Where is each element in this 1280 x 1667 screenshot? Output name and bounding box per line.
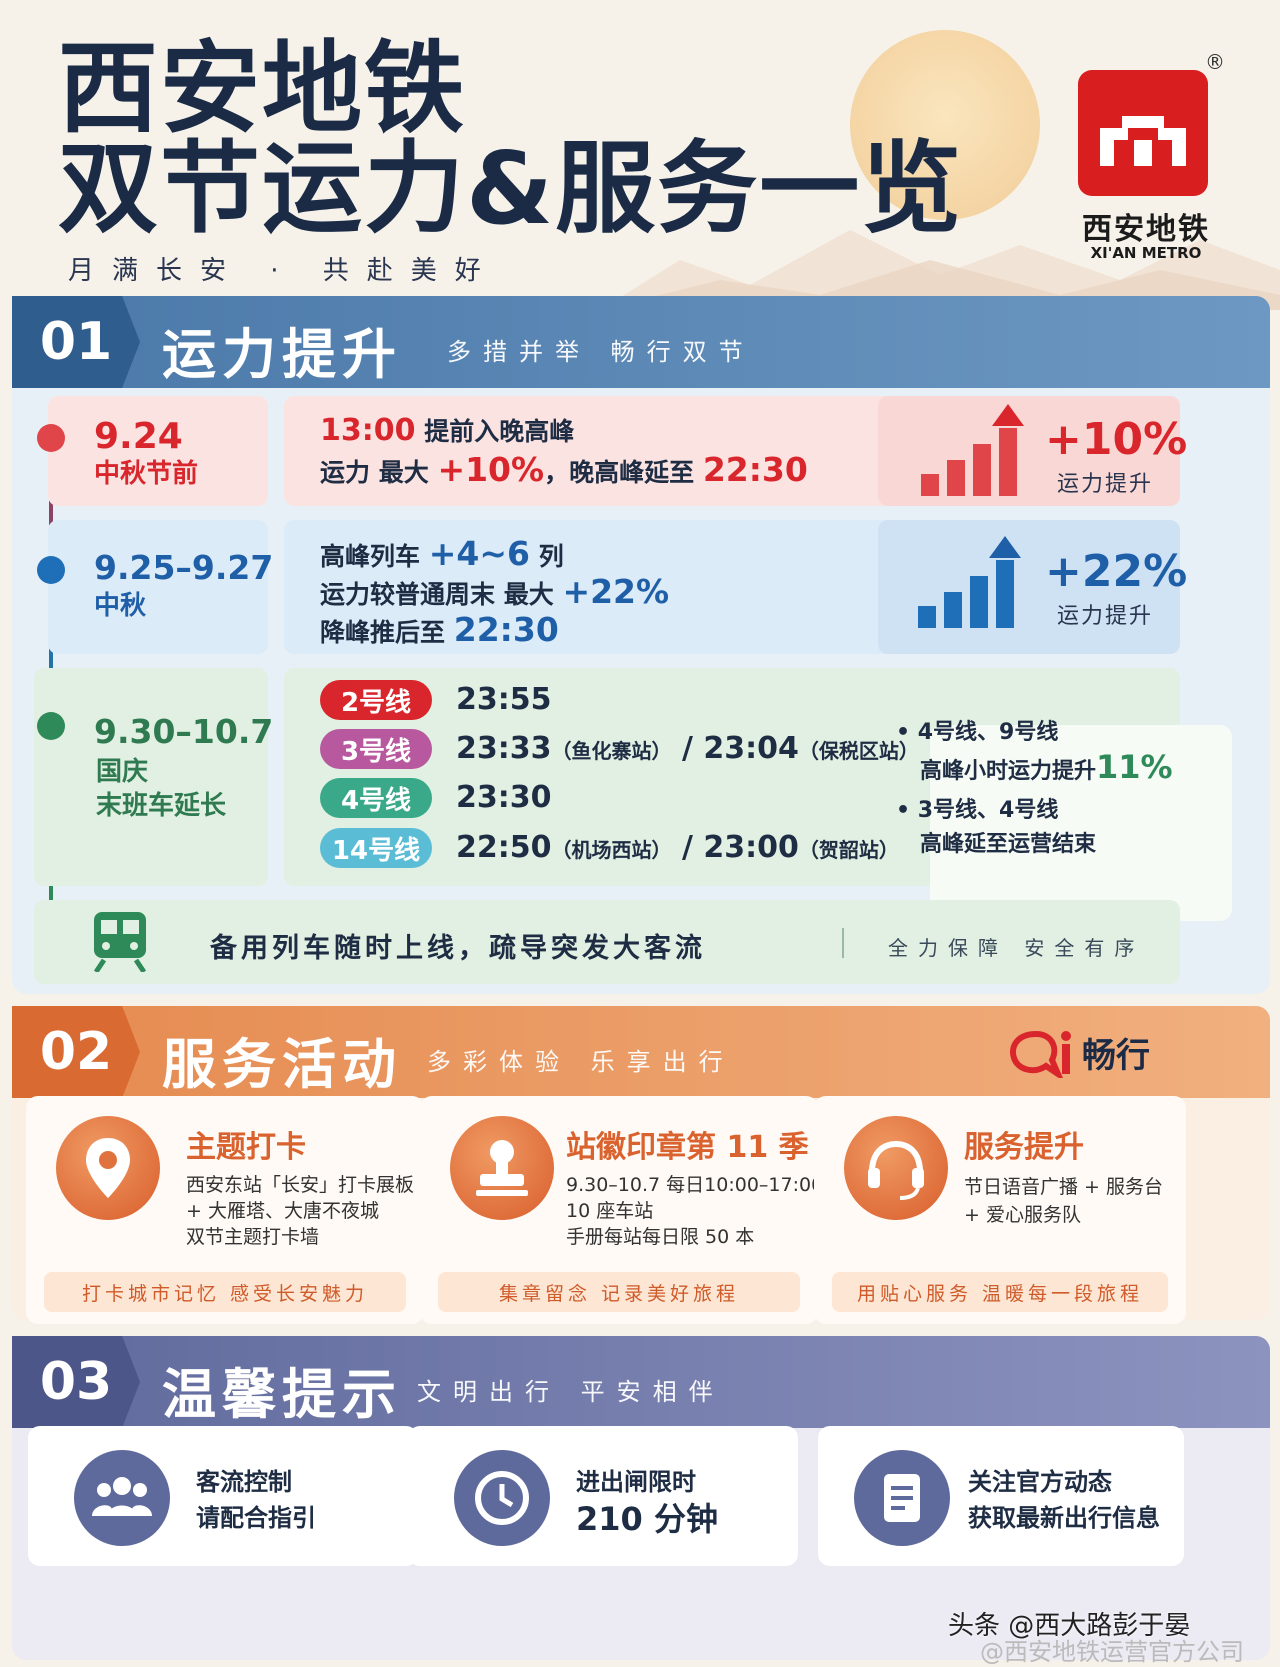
row1-date-panel xyxy=(48,396,268,506)
timeline-dot-blue xyxy=(37,556,65,584)
card1-line2: + 大雁塔、大唐不夜城 xyxy=(186,1200,379,1222)
timeline-dot-red xyxy=(37,424,65,452)
section2-number: 02 xyxy=(12,1006,140,1098)
note1-line1: • 4号线、9号线 xyxy=(896,720,1059,745)
row2-line3: 降峰推后至 22:30 xyxy=(320,610,559,649)
note1-line2: 高峰小时运力提升11% xyxy=(920,748,1173,786)
backup-train-banner xyxy=(34,900,1180,984)
section1-subtitle: 多措并举 畅行双节 xyxy=(447,338,755,366)
row1-date: 9.24 xyxy=(94,416,183,457)
card2-footer: 集章留念 记录美好旅程 xyxy=(438,1272,800,1312)
row2-date: 9.25–9.27 xyxy=(94,548,274,587)
page-title-line2: 双节运力&服务一览 xyxy=(58,130,964,247)
headset-icon xyxy=(844,1116,948,1220)
tip-gate-time-limit: 进出闸限时 210 分钟 xyxy=(408,1426,798,1566)
train-icon xyxy=(93,912,147,972)
xian-metro-logo xyxy=(1078,70,1208,196)
page-title-line1: 西安地铁 xyxy=(58,30,466,147)
card2-line2: 10 座车站 xyxy=(566,1200,654,1222)
row2-stat-panel xyxy=(878,520,1180,654)
tip3-line1: 关注官方动态 xyxy=(968,1468,1112,1496)
row2-date-panel xyxy=(48,520,268,654)
timeline-dot-green xyxy=(37,712,65,740)
clock-icon xyxy=(454,1450,550,1546)
card3-footer: 用贴心服务 温暖每一段旅程 xyxy=(832,1272,1168,1312)
section3-header: 03 温馨提示 文明出行 平安相伴 xyxy=(12,1336,1270,1428)
logo-text-cn: 西安地铁 xyxy=(1082,212,1210,247)
line14-last-train: 22:50（机场西站） / 23:00（贺韶站） xyxy=(456,830,899,865)
line3-last-train: 23:33（鱼化寨站） / 23:04（保税区站） xyxy=(456,731,919,766)
row3-date: 9.30–10.7 xyxy=(94,712,274,751)
people-icon xyxy=(74,1450,170,1546)
section2-title: 服务活动 xyxy=(162,1033,402,1096)
row3-notes-box xyxy=(930,725,1232,921)
changxing-brand-icon xyxy=(1010,1030,1071,1078)
card1-line1: 西安东站「长安」打卡展板 xyxy=(186,1174,415,1196)
card1-footer: 打卡城市记忆 感受长安魅力 xyxy=(44,1272,406,1312)
card2-line3: 手册每站每日限 50 本 xyxy=(566,1226,755,1248)
tip2-line2: 210 分钟 xyxy=(576,1500,718,1538)
card-theme-checkin: 主题打卡 西安东站「长安」打卡展板 + 大雁塔、大唐不夜城 双节主题打卡墙 打卡… xyxy=(26,1096,424,1324)
line3-badge: 3号线 xyxy=(320,729,432,769)
row2-percent-label: 运力提升 xyxy=(1057,604,1154,629)
tip1-line1: 客流控制 xyxy=(196,1468,292,1496)
card3-line1: 节日语音广播 + 服务台 xyxy=(964,1176,1163,1198)
card2-line1: 9.30–10.7 每日10:00–17:00 xyxy=(566,1174,824,1196)
bar-growth-blue-icon xyxy=(918,536,1021,628)
row3-date-panel xyxy=(34,668,268,886)
card1-title: 主题打卡 xyxy=(186,1130,306,1165)
tip2-line1: 进出闸限时 xyxy=(576,1468,696,1496)
location-pin-icon xyxy=(56,1116,160,1220)
section1-number: 01 xyxy=(12,296,140,388)
tip-crowd-control: 客流控制 请配合指引 xyxy=(28,1426,418,1566)
card2-title: 站徽印章第 11 季 xyxy=(566,1130,809,1165)
card1-line3: 双节主题打卡墙 xyxy=(186,1226,320,1248)
row2-line2: 运力较普通周末 最大 +22% xyxy=(320,572,670,611)
section3-number: 03 xyxy=(12,1336,140,1428)
note2-line2: 高峰延至运营结束 xyxy=(920,832,1097,857)
row1-percent-label: 运力提升 xyxy=(1057,472,1154,497)
note2-line1: • 3号线、4号线 xyxy=(896,798,1059,823)
row1-percent: +10% xyxy=(1045,414,1188,465)
card3-line2: + 爱心服务队 xyxy=(964,1204,1081,1226)
registered-mark: ® xyxy=(1205,50,1225,74)
bar-growth-red-icon xyxy=(921,404,1024,496)
line2-last-train: 23:55 xyxy=(456,682,552,717)
stamp-icon xyxy=(450,1116,554,1220)
sun-decoration xyxy=(850,30,1040,220)
row1-line2: 运力 最大 +10%，晚高峰延至 22:30 xyxy=(320,450,808,489)
row2-line1: 高峰列车 +4~6 列 xyxy=(320,534,564,573)
section1-header: 01 运力提升 多措并举 畅行双节 xyxy=(12,296,1270,388)
row2-percent: +22% xyxy=(1045,546,1188,597)
card-service-upgrade: 服务提升 节日语音广播 + 服务台 + 爱心服务队 用贴心服务 温暖每一段旅程 xyxy=(814,1096,1186,1324)
page-subtitle: 月满长安 · 共赴美好 xyxy=(68,256,499,286)
line2-badge: 2号线 xyxy=(320,680,432,720)
changxing-brand-text: 畅行 xyxy=(1082,1036,1150,1076)
row3-label2: 末班车延长 xyxy=(96,791,227,821)
card-station-stamp: 站徽印章第 11 季 9.30–10.7 每日10:00–17:00 10 座车… xyxy=(420,1096,823,1324)
document-icon xyxy=(854,1450,950,1546)
section3-subtitle: 文明出行 平安相伴 xyxy=(417,1378,725,1406)
logo-text-en: XI'AN METRO xyxy=(1090,244,1202,262)
section3-title: 温馨提示 xyxy=(162,1363,402,1426)
backup-train-tag: 全力保障 安全有序 xyxy=(888,936,1145,960)
tip-official-updates: 关注官方动态 获取最新出行信息 xyxy=(818,1426,1184,1566)
line4-badge: 4号线 xyxy=(320,778,432,818)
card3-title: 服务提升 xyxy=(964,1130,1084,1165)
backup-train-text: 备用列车随时上线，疏导突发大客流 xyxy=(210,933,706,964)
row2-label: 中秋 xyxy=(94,591,147,621)
row1-label: 中秋节前 xyxy=(94,459,199,489)
watermark: 头条 @西大路彭于晏 xyxy=(948,1611,1191,1641)
section2-header: 02 服务活动 多彩体验 乐享出行 畅行 xyxy=(12,1006,1270,1098)
line14-badge: 14号线 xyxy=(320,828,432,868)
section2-subtitle: 多彩体验 乐享出行 xyxy=(427,1048,735,1076)
row1-line1: 13:00 提前入晚高峰 xyxy=(320,413,575,448)
divider xyxy=(842,928,844,958)
row3-label1: 国庆 xyxy=(96,757,149,787)
line4-last-train: 23:30 xyxy=(456,780,552,815)
section1-title: 运力提升 xyxy=(162,323,402,386)
tip1-line2: 请配合指引 xyxy=(196,1504,316,1532)
tip3-line2: 获取最新出行信息 xyxy=(968,1504,1160,1532)
